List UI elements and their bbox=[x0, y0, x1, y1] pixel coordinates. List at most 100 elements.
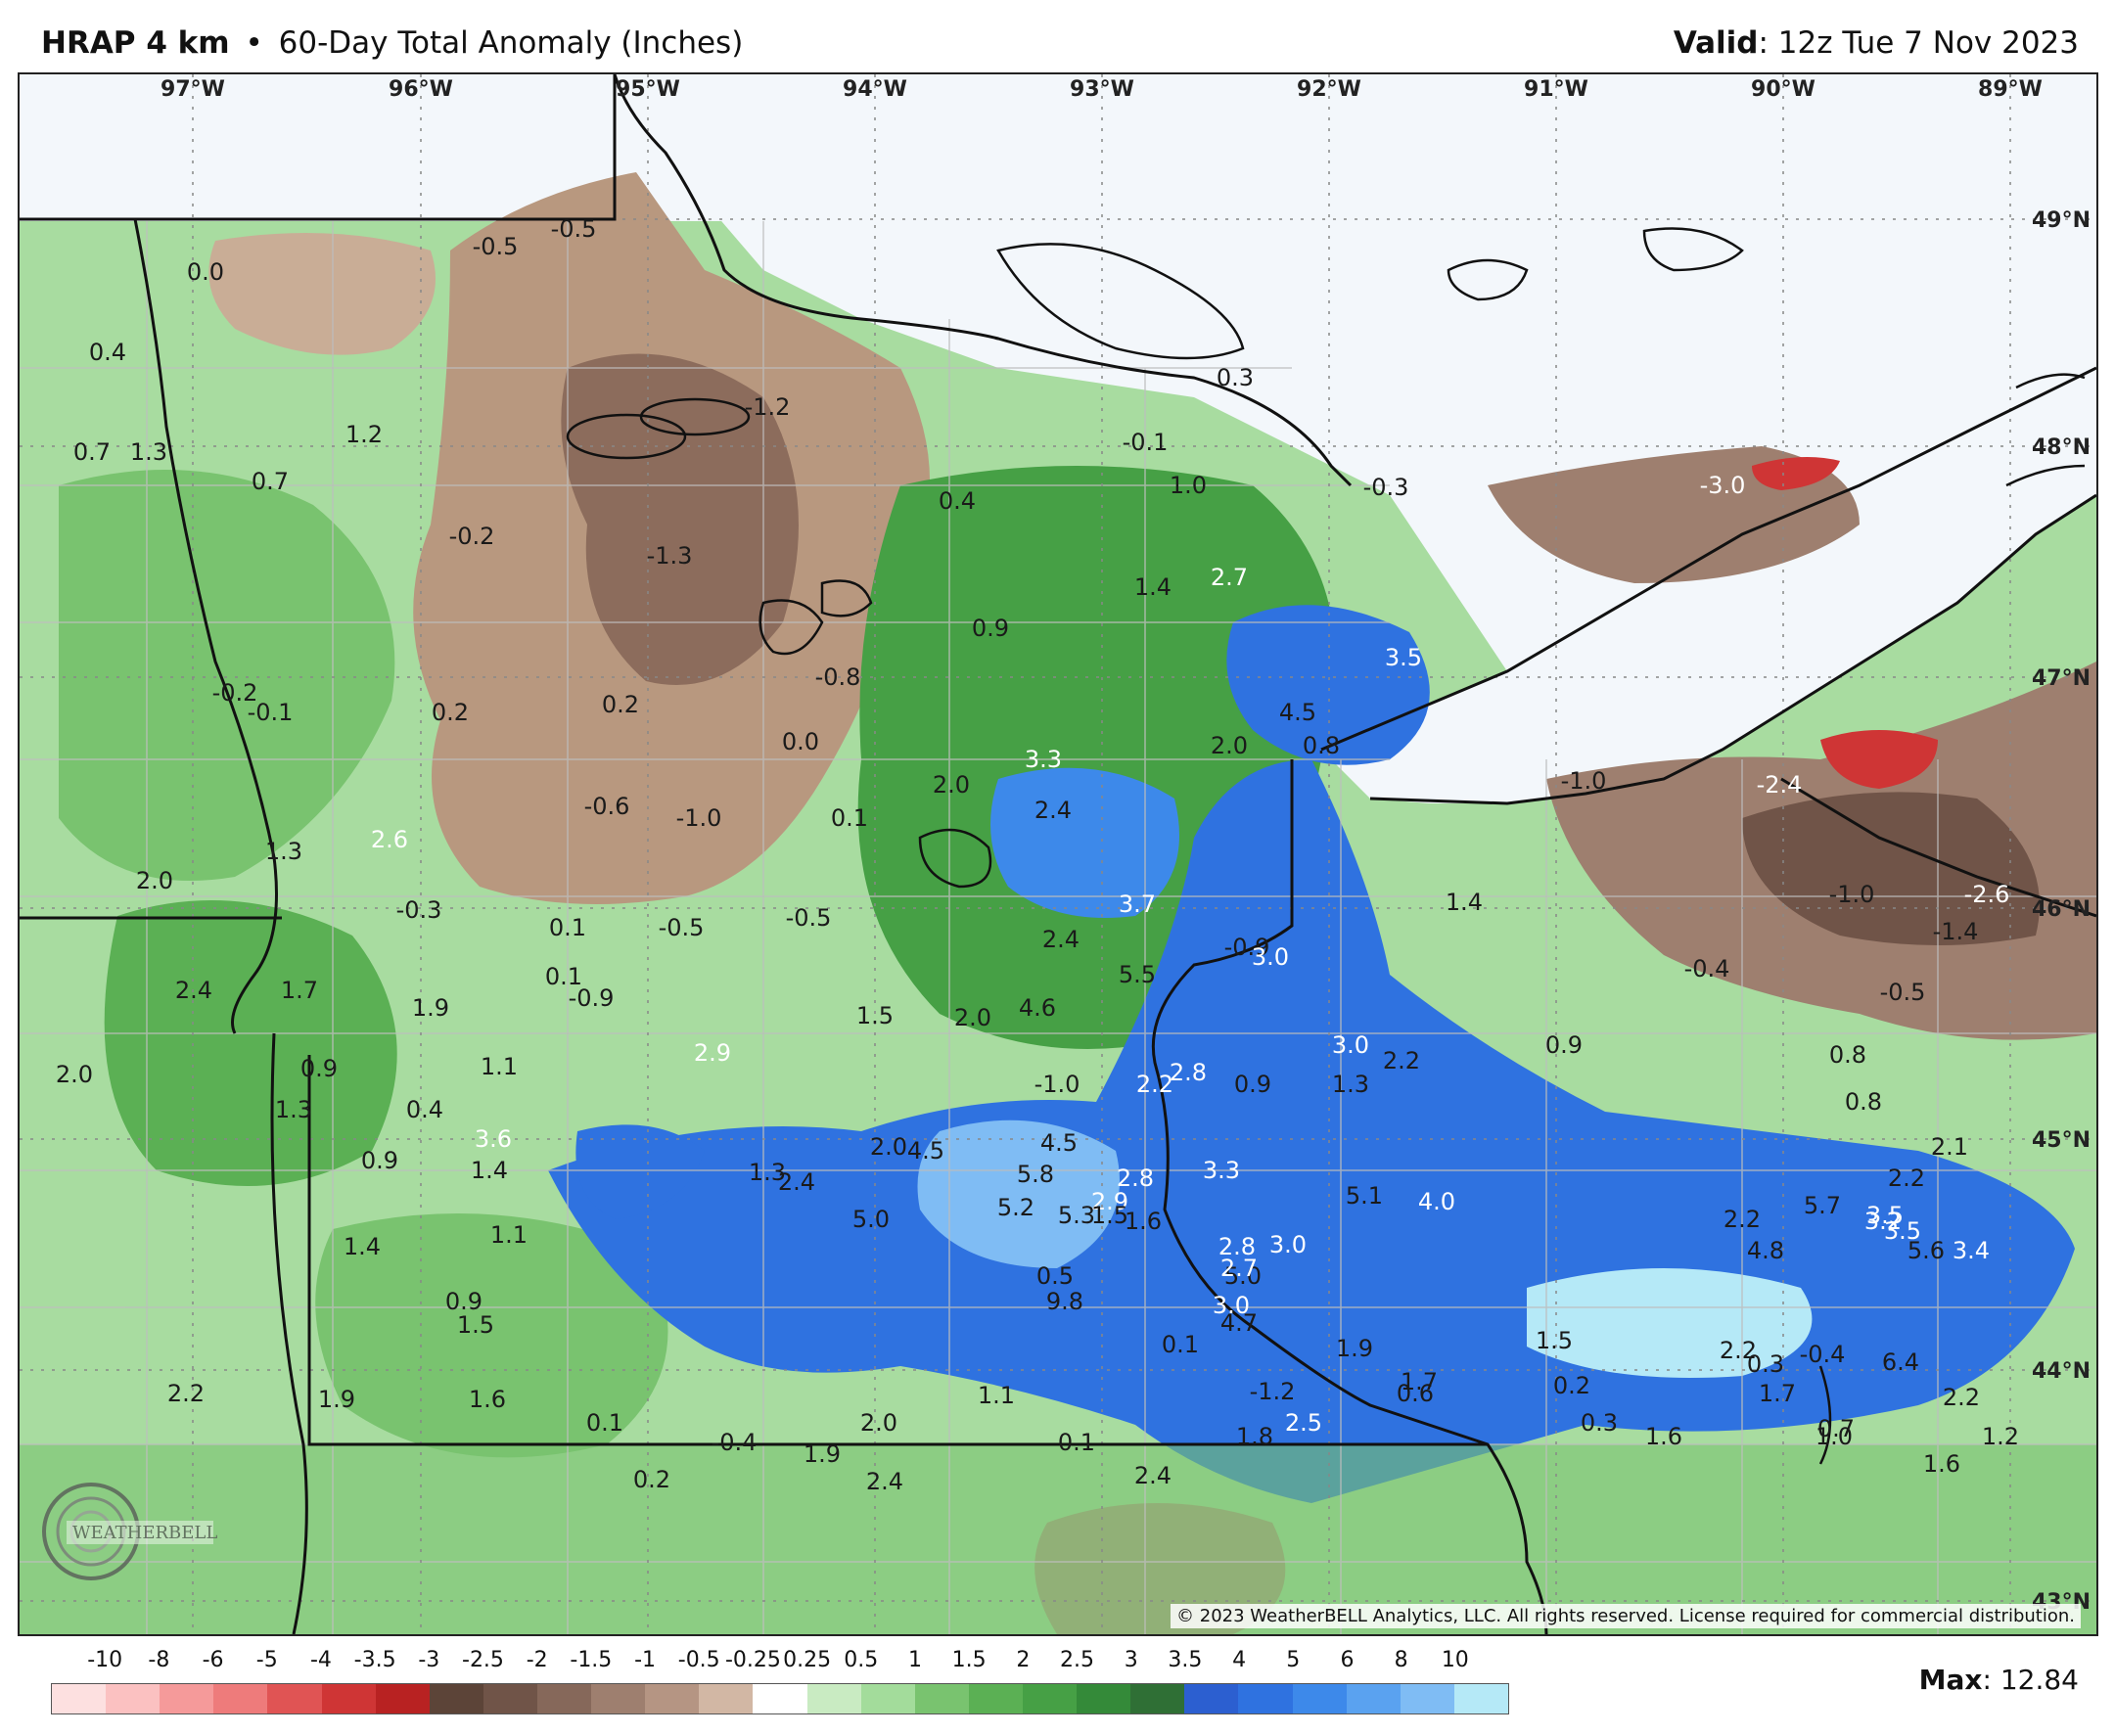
anomaly-value-label: 5.3 bbox=[1058, 1202, 1095, 1229]
valid-label: Valid bbox=[1673, 25, 1759, 61]
anomaly-value-label: 4.5 bbox=[1279, 699, 1316, 726]
legend-swatch bbox=[375, 1684, 430, 1713]
max-label: Max bbox=[1918, 1664, 1983, 1696]
legend-swatch bbox=[968, 1684, 1023, 1713]
anomaly-value-label: 0.9 bbox=[1234, 1071, 1271, 1098]
anomaly-value-label: 1.0 bbox=[1170, 472, 1207, 499]
anomaly-value-label: 3.5 bbox=[1884, 1217, 1921, 1245]
legend-swatch bbox=[1130, 1684, 1185, 1713]
longitude-label: 95°W bbox=[616, 77, 680, 102]
anomaly-value-label: 1.6 bbox=[1125, 1208, 1162, 1235]
anomaly-value-label: 3.6 bbox=[475, 1125, 512, 1153]
anomaly-value-label: 2.4 bbox=[1134, 1462, 1172, 1489]
anomaly-value-label: 5.2 bbox=[997, 1194, 1034, 1221]
weatherbell-logo: WEATHERBELL bbox=[37, 1478, 223, 1585]
legend-tick-label: 10 bbox=[1441, 1648, 1469, 1672]
legend-swatch bbox=[1453, 1684, 1508, 1713]
anomaly-value-label: 3.3 bbox=[1025, 746, 1062, 773]
anomaly-value-label: 1.5 bbox=[457, 1311, 494, 1339]
legend-swatch bbox=[806, 1684, 861, 1713]
anomaly-value-label: 2.8 bbox=[1170, 1059, 1207, 1086]
anomaly-value-label: -2.4 bbox=[1757, 771, 1803, 799]
anomaly-value-label: 2.7 bbox=[1220, 1255, 1258, 1282]
anomaly-value-label: 0.2 bbox=[602, 691, 639, 718]
anomaly-value-label: 1.7 bbox=[281, 977, 318, 1004]
anomaly-value-label: 3.5 bbox=[1866, 1202, 1904, 1229]
anomaly-value-label: 0.8 bbox=[1829, 1041, 1866, 1069]
legend-swatch bbox=[591, 1684, 646, 1713]
anomaly-value-label: 3.5 bbox=[1385, 644, 1422, 671]
anomaly-value-label: -1.3 bbox=[647, 542, 693, 570]
legend-swatch bbox=[267, 1684, 322, 1713]
legend-tick-label: 0.25 bbox=[783, 1648, 832, 1672]
anomaly-value-label: 1.2 bbox=[1982, 1423, 2019, 1450]
map-panel[interactable]: 97°W 96°W 95°W 94°W 93°W 92°W 91°W 90°W 89°W 49°… bbox=[18, 72, 2098, 1636]
latitude-label: 49°N bbox=[2032, 208, 2091, 233]
anomaly-value-label: 1.7 bbox=[1759, 1380, 1796, 1407]
legend-tick-label: 6 bbox=[1340, 1648, 1355, 1672]
longitude-labels: 97°W 96°W 95°W 94°W 93°W 92°W 91°W 90°W 89°W bbox=[161, 77, 2043, 102]
legend-tick-label: -0.25 bbox=[724, 1648, 781, 1672]
anomaly-value-label: 0.1 bbox=[545, 963, 582, 990]
anomaly-value-label: 0.9 bbox=[300, 1055, 338, 1082]
anomaly-value-label: -0.5 bbox=[1880, 979, 1926, 1006]
anomaly-value-label: 1.5 bbox=[1536, 1327, 1573, 1354]
longitude-label: 94°W bbox=[843, 77, 907, 102]
legend-tick-label: -3 bbox=[418, 1648, 440, 1672]
header: HRAP 4 km • 60-Day Total Anomaly (Inches… bbox=[0, 0, 2114, 70]
anomaly-value-label: -0.9 bbox=[1224, 934, 1270, 961]
anomaly-value-label: 0.9 bbox=[972, 615, 1009, 642]
anomaly-value-label: -0.9 bbox=[569, 984, 615, 1012]
legend-swatch bbox=[1184, 1684, 1239, 1713]
anomaly-value-label: 0.2 bbox=[1553, 1372, 1590, 1399]
anomaly-value-label: 0.3 bbox=[1217, 364, 1254, 391]
longitude-label: 97°W bbox=[161, 77, 225, 102]
legend-tick-label: -8 bbox=[148, 1648, 170, 1672]
anomaly-value-label: 5.6 bbox=[1907, 1237, 1945, 1264]
anomaly-value-label: 0.4 bbox=[939, 487, 976, 515]
legend-tick-label: 3.5 bbox=[1168, 1648, 1203, 1672]
anomaly-value-label: 2.2 bbox=[1888, 1165, 1925, 1192]
legend-tick-labels: -10 -8 -6 -5 -4 -3.5 -3 -2.5 -2 -1.5 -1 -0.5 -0.25 0.… bbox=[51, 1648, 1509, 1677]
legend-swatch bbox=[52, 1684, 107, 1713]
product-name: HRAP 4 km bbox=[41, 25, 230, 61]
anomaly-value-label: 0.1 bbox=[549, 914, 586, 941]
anomaly-value-label: 3.0 bbox=[1252, 943, 1289, 971]
anomaly-value-label: 1.9 bbox=[1336, 1335, 1373, 1362]
legend-tick-label: -6 bbox=[202, 1648, 224, 1672]
anomaly-value-label: 1.6 bbox=[1645, 1423, 1682, 1450]
legend-swatch bbox=[536, 1684, 592, 1713]
anomaly-value-label: 0.6 bbox=[1397, 1380, 1434, 1407]
valid-time: Valid: 12z Tue 7 Nov 2023 bbox=[1674, 25, 2079, 61]
anomaly-value-label: 4.0 bbox=[1418, 1188, 1455, 1215]
anomaly-value-label: -0.1 bbox=[248, 699, 294, 726]
anomaly-value-label: 1.4 bbox=[1134, 573, 1172, 601]
anomaly-value-label: -1.0 bbox=[1561, 767, 1607, 795]
longitude-label: 89°W bbox=[1978, 77, 2043, 102]
anomaly-value-label: 5.7 bbox=[1804, 1192, 1841, 1219]
anomaly-value-label: 3.0 bbox=[1213, 1292, 1250, 1319]
anomaly-value-label: 2.2 bbox=[1720, 1337, 1757, 1364]
anomaly-value-label: 3.0 bbox=[1332, 1031, 1369, 1059]
legend-tick-label: 8 bbox=[1394, 1648, 1408, 1672]
anomaly-value-label: 2.6 bbox=[371, 826, 408, 853]
anomaly-value-label: 2.0 bbox=[56, 1061, 93, 1088]
anomaly-value-label: -0.2 bbox=[449, 523, 495, 550]
legend-tick-label: 5 bbox=[1286, 1648, 1301, 1672]
anomaly-value-label: 0.7 bbox=[252, 468, 289, 495]
anomaly-value-label: 2.4 bbox=[778, 1168, 815, 1196]
legend-swatch bbox=[1292, 1684, 1347, 1713]
anomaly-value-label: 0.1 bbox=[1162, 1331, 1199, 1358]
anomaly-value-label: 0.4 bbox=[89, 339, 126, 366]
anomaly-value-label: -1.0 bbox=[1829, 881, 1875, 908]
anomaly-value-label: 2.7 bbox=[1211, 564, 1248, 591]
anomaly-value-label: 1.7 bbox=[1401, 1368, 1438, 1395]
anomaly-value-labels: 0.0 -0.5 -0.5 0.4 1.2 0.7 1.3 0.7 -1.2 -0.2 -1.3 0.… bbox=[56, 215, 2019, 1495]
legend-swatch bbox=[429, 1684, 483, 1713]
anomaly-value-label: 2.1 bbox=[1931, 1133, 1968, 1161]
anomaly-value-label: 4.7 bbox=[1220, 1309, 1258, 1337]
copyright-notice: © 2023 WeatherBELL Analytics, LLC. All r… bbox=[1171, 1604, 2081, 1628]
legend-swatch bbox=[106, 1684, 161, 1713]
latitude-label: 47°N bbox=[2032, 666, 2091, 691]
anomaly-value-label: 1.3 bbox=[749, 1159, 786, 1186]
